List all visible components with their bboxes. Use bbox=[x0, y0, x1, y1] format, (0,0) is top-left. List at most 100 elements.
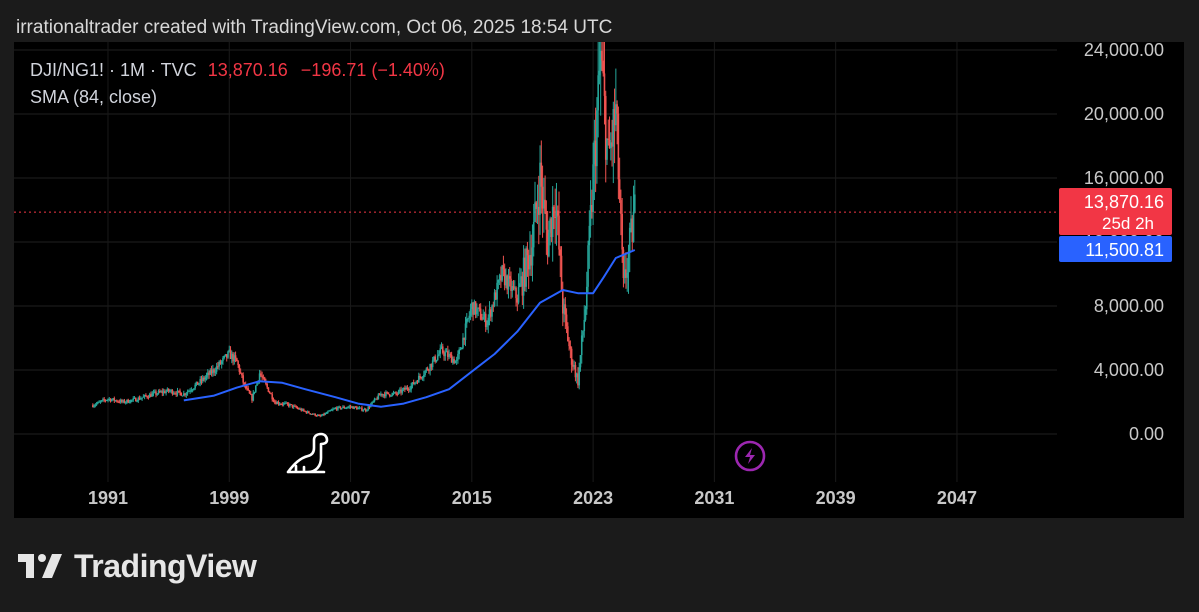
candle-body bbox=[285, 402, 287, 404]
symbol-label[interactable]: DJI/NG1! · 1M · TVC bbox=[30, 60, 197, 80]
candle-body bbox=[320, 415, 323, 417]
candle-body bbox=[546, 229, 549, 257]
candle-body bbox=[284, 402, 286, 404]
y-tick-label: 0.00 bbox=[1129, 424, 1164, 444]
tradingview-logo[interactable]: TradingView bbox=[18, 548, 257, 584]
candle-body bbox=[399, 389, 401, 391]
candle-body bbox=[340, 407, 343, 409]
candle-body bbox=[604, 95, 607, 160]
x-tick-label: 2023 bbox=[573, 488, 613, 508]
candle-body bbox=[482, 317, 484, 320]
candle-body bbox=[596, 110, 598, 167]
candle-body bbox=[314, 413, 316, 416]
candle-body bbox=[195, 381, 198, 385]
sma-value-tag: 11,500.81 bbox=[1059, 236, 1172, 262]
candle-body bbox=[94, 404, 97, 406]
candle-body bbox=[465, 318, 468, 324]
candle-body bbox=[249, 393, 252, 395]
candle-body bbox=[327, 411, 329, 413]
candle-body bbox=[349, 406, 352, 408]
candle-body bbox=[450, 354, 453, 363]
candle-body bbox=[151, 393, 154, 397]
candle-body bbox=[502, 265, 505, 270]
candle-body bbox=[483, 313, 486, 318]
candle-body bbox=[329, 410, 332, 412]
candle-body bbox=[267, 387, 270, 392]
candle-body bbox=[473, 301, 476, 315]
candle-body bbox=[201, 377, 204, 382]
chart-legend: DJI/NG1! · 1M · TVC 13,870.16 −196.71 (−… bbox=[30, 60, 445, 114]
candle-body bbox=[627, 251, 630, 273]
candle-body bbox=[429, 363, 431, 371]
candle-body bbox=[127, 399, 130, 403]
candle-body bbox=[628, 227, 631, 252]
tradingview-logo-icon bbox=[18, 554, 62, 578]
candle-body bbox=[583, 319, 586, 332]
candle-body bbox=[289, 404, 291, 407]
candle-body bbox=[496, 282, 498, 300]
candle-body bbox=[140, 398, 142, 400]
candle-body bbox=[311, 413, 314, 415]
candle-body bbox=[260, 373, 262, 376]
candle-body bbox=[585, 286, 588, 310]
candle-body bbox=[218, 361, 220, 367]
candle-body bbox=[206, 372, 209, 376]
chart-panel[interactable]: 0.004,000.008,000.0012,000.0016,000.0020… bbox=[14, 42, 1184, 518]
candle-body bbox=[580, 335, 583, 356]
candle-body bbox=[444, 352, 447, 357]
candle-body bbox=[616, 104, 618, 114]
candle-body bbox=[362, 410, 364, 412]
candle-body bbox=[471, 302, 473, 310]
candle-body bbox=[410, 385, 412, 390]
candle-body bbox=[367, 406, 370, 410]
candle-body bbox=[368, 406, 371, 408]
dinosaur-icon[interactable] bbox=[286, 432, 329, 474]
candle-body bbox=[497, 280, 500, 283]
candle-body bbox=[439, 348, 442, 354]
candle-body bbox=[164, 391, 166, 394]
candle-body bbox=[310, 413, 313, 415]
candle-body bbox=[554, 217, 557, 219]
candle-body bbox=[118, 401, 121, 403]
candle-body bbox=[128, 402, 131, 404]
candle-body bbox=[364, 409, 367, 412]
candle-body bbox=[572, 364, 574, 367]
candle-body bbox=[511, 286, 514, 291]
candle-body bbox=[549, 218, 551, 233]
candle-body bbox=[611, 142, 613, 147]
candle-body bbox=[141, 397, 143, 399]
candle-body bbox=[321, 413, 324, 416]
candle-body bbox=[328, 410, 330, 412]
indicator-label[interactable]: SMA (84, close) bbox=[30, 87, 158, 107]
candle-body bbox=[352, 406, 354, 409]
candle-body bbox=[147, 397, 150, 399]
candle-body bbox=[457, 354, 459, 360]
candle-body bbox=[393, 392, 396, 394]
candle-body bbox=[621, 213, 623, 250]
candle-body bbox=[433, 356, 435, 361]
candle-body bbox=[308, 411, 310, 414]
candle-body bbox=[487, 317, 490, 326]
candle-body bbox=[622, 249, 625, 279]
candle-body bbox=[527, 255, 530, 270]
x-tick-label: 1991 bbox=[88, 488, 128, 508]
candle-body bbox=[416, 381, 419, 383]
candle-body bbox=[119, 400, 122, 403]
candle-body bbox=[232, 353, 234, 362]
candle-body bbox=[299, 408, 301, 410]
candle-body bbox=[277, 401, 280, 405]
candle-body bbox=[332, 409, 334, 411]
candle-body bbox=[503, 269, 506, 286]
candle-body bbox=[148, 394, 151, 398]
candle-body bbox=[508, 276, 511, 279]
candle-body bbox=[271, 394, 274, 400]
lightning-icon[interactable] bbox=[734, 440, 766, 472]
candle-body bbox=[411, 382, 414, 386]
price-chart[interactable]: 0.004,000.008,000.0012,000.0016,000.0020… bbox=[14, 42, 1184, 518]
candle-body bbox=[545, 211, 548, 230]
candle-body bbox=[388, 394, 391, 396]
candle-body bbox=[524, 257, 526, 287]
candle-body bbox=[252, 392, 255, 401]
candle-body bbox=[392, 392, 395, 394]
candle-body bbox=[138, 397, 141, 400]
